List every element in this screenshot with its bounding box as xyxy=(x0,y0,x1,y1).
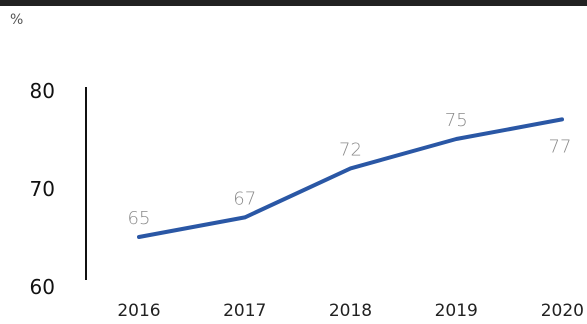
data-label: 77 xyxy=(549,136,572,157)
y-tick-label: 80 xyxy=(30,79,55,103)
y-axis-ticks: 60 70 80 xyxy=(30,79,55,299)
y-tick-label: 70 xyxy=(30,177,55,201)
series-line xyxy=(137,117,564,239)
x-axis-ticks: 2016 2017 2018 2019 2020 xyxy=(117,301,584,321)
data-label: 67 xyxy=(233,188,256,209)
x-tick-label: 2017 xyxy=(223,301,266,321)
unit-label: % xyxy=(10,12,23,28)
x-tick-label: 2016 xyxy=(117,301,160,321)
x-tick-label: 2020 xyxy=(541,301,584,321)
x-tick-label: 2019 xyxy=(435,301,478,321)
data-label: 75 xyxy=(445,110,468,131)
data-labels: 65 67 72 75 77 xyxy=(128,110,572,229)
data-label: 65 xyxy=(128,208,151,229)
series-group xyxy=(137,117,564,239)
x-tick-label: 2018 xyxy=(329,301,372,321)
data-label: 72 xyxy=(339,139,362,160)
y-tick-label: 60 xyxy=(30,275,55,299)
